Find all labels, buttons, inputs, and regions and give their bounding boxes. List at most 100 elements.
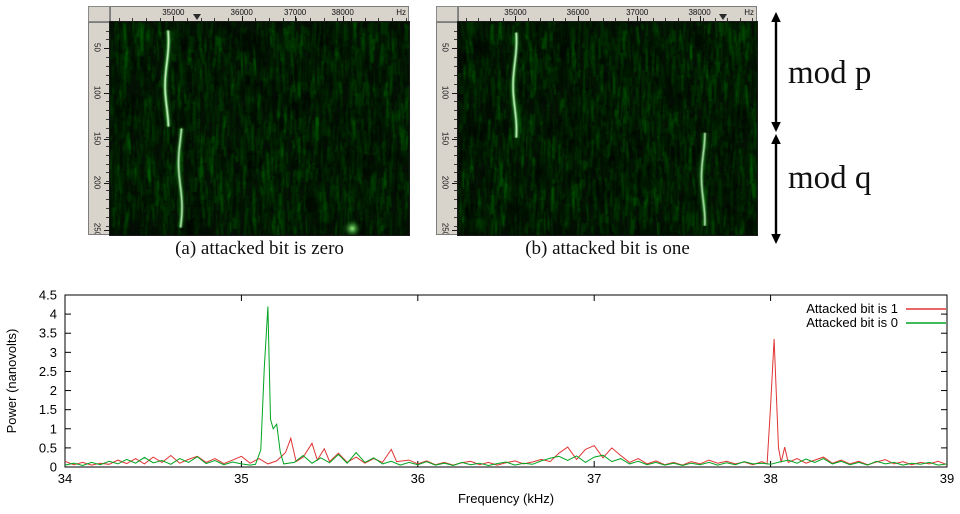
ruler-corner [436, 6, 458, 22]
ruler-minor-tick [454, 101, 457, 103]
arrow-head-icon [771, 134, 781, 144]
ruler-minor-tick [106, 74, 109, 76]
x-tick-label: 35 [234, 471, 248, 486]
ruler-minor-tick [454, 30, 457, 32]
ruler-minor-tick [228, 18, 230, 21]
ruler-minor-tick [454, 145, 457, 147]
ruler-minor-tick [106, 119, 109, 121]
ruler-minor-tick [454, 74, 457, 76]
ruler-minor-tick [269, 18, 270, 21]
ruler-major-tick [104, 139, 109, 141]
ruler-tick-label: 250 [440, 222, 450, 235]
arrow-head-icon [771, 12, 781, 22]
ruler-minor-tick [454, 39, 457, 41]
ruler-minor-tick [640, 18, 642, 21]
ruler-minor-tick [665, 18, 667, 21]
ruler-minor-tick [364, 18, 366, 21]
y-tick-label: 1.5 [39, 402, 57, 417]
legend-label: Attacked bit is 1 [806, 301, 898, 316]
ruler-minor-tick [454, 128, 457, 130]
ruler-minor-tick [490, 18, 492, 21]
ruler-minor-tick [106, 172, 109, 174]
ruler-minor-tick [727, 18, 729, 21]
mod-q-label: mod q [788, 160, 872, 196]
ruler-minor-tick [702, 18, 704, 21]
y-tick-label: 4.5 [39, 288, 57, 303]
ruler-major-tick [452, 92, 457, 94]
ruler-tick-label: 50 [440, 43, 450, 53]
ruler-minor-tick [146, 18, 148, 21]
x-tick-label: 37 [587, 471, 601, 486]
ruler-minor-tick [106, 110, 109, 112]
spectrogram-canvas-b [457, 21, 758, 236]
ruler-minor-tick [296, 18, 298, 21]
ruler-minor-tick [690, 18, 692, 21]
ruler-minor-tick [405, 18, 407, 21]
ruler-minor-tick [309, 18, 311, 21]
y-tick-label: 4 [50, 307, 57, 322]
power-spectrum-chart: 34 35 36 37 38 39 0 0.5 1 1.5 2 2.5 3 3.5 4 4.5 Frequenc… [4, 288, 954, 507]
ruler-minor-tick [106, 83, 109, 85]
spectrogram-panel-b: 35000 36000 37000 38000 Hz 50 100 150 200 250 [436, 6, 758, 236]
ruler-tick-label: 200 [92, 176, 102, 190]
ruler-minor-tick [214, 18, 216, 21]
y-tick-label: 2 [50, 383, 57, 398]
ruler-minor-tick [106, 57, 109, 59]
ruler-minor-tick [652, 18, 654, 21]
ruler-minor-tick [465, 18, 467, 21]
ruler-major-tick [452, 229, 457, 231]
ruler-tick-label: 100 [440, 85, 450, 99]
ruler-minor-tick [454, 190, 457, 192]
ruler-minor-tick [106, 128, 109, 130]
ruler-minor-tick [378, 18, 380, 21]
ruler-major-tick [452, 183, 457, 185]
ruler-unit-label: Hz [744, 8, 754, 17]
frequency-ruler-a: 35000 36000 37000 38000 Hz [110, 6, 409, 22]
x-axis-title: Frequency (kHz) [458, 491, 554, 506]
time-ruler-b: 50 100 150 200 250 [436, 22, 458, 235]
x-tick-label: 38 [763, 471, 777, 486]
ruler-minor-tick [391, 18, 393, 21]
ruler-minor-tick [350, 18, 352, 21]
ruler-minor-tick [590, 18, 592, 21]
ruler-major-tick [699, 16, 701, 21]
y-tick-label: 3 [50, 345, 57, 360]
mod-p-label: mod p [788, 55, 872, 91]
ruler-tick-label: 36000 [230, 8, 253, 17]
ruler-minor-tick [454, 163, 457, 165]
caption-a: (a) attacked bit is zero [175, 238, 344, 259]
ruler-minor-tick [159, 18, 161, 21]
ruler-major-tick [342, 16, 344, 21]
ruler-minor-tick [454, 181, 457, 183]
ruler-minor-tick [739, 18, 741, 21]
ruler-major-tick [452, 48, 457, 50]
ruler-corner [88, 6, 110, 22]
ruler-minor-tick [677, 18, 679, 21]
ruler-minor-tick [132, 18, 134, 21]
ruler-major-tick [104, 48, 109, 50]
ruler-minor-tick [454, 207, 457, 209]
series-line-bit0 [64, 306, 948, 467]
ruler-minor-tick [540, 18, 542, 21]
arrow-head-icon [771, 234, 781, 244]
ruler-major-tick [173, 16, 175, 21]
ruler-minor-tick [323, 18, 325, 21]
ruler-tick-label: 36000 [566, 8, 589, 17]
y-tick-label: 0.5 [39, 440, 57, 455]
ruler-minor-tick [454, 57, 457, 59]
ruler-minor-tick [615, 18, 617, 21]
ruler-tick-label: 200 [440, 176, 450, 190]
spectrogram-canvas-a [109, 21, 410, 236]
ruler-minor-tick [106, 216, 109, 218]
ruler-unit-label: Hz [396, 8, 406, 17]
ruler-minor-tick [106, 154, 109, 156]
ruler-minor-tick [106, 181, 109, 183]
ruler-major-tick [241, 16, 243, 21]
ruler-major-tick [104, 229, 109, 231]
ruler-minor-tick [602, 18, 604, 21]
x-tick-label: 39 [940, 471, 954, 486]
ruler-minor-tick [106, 163, 109, 165]
ruler-minor-tick [478, 18, 479, 21]
ruler-minor-tick [454, 110, 457, 112]
ruler-major-tick [637, 16, 639, 21]
